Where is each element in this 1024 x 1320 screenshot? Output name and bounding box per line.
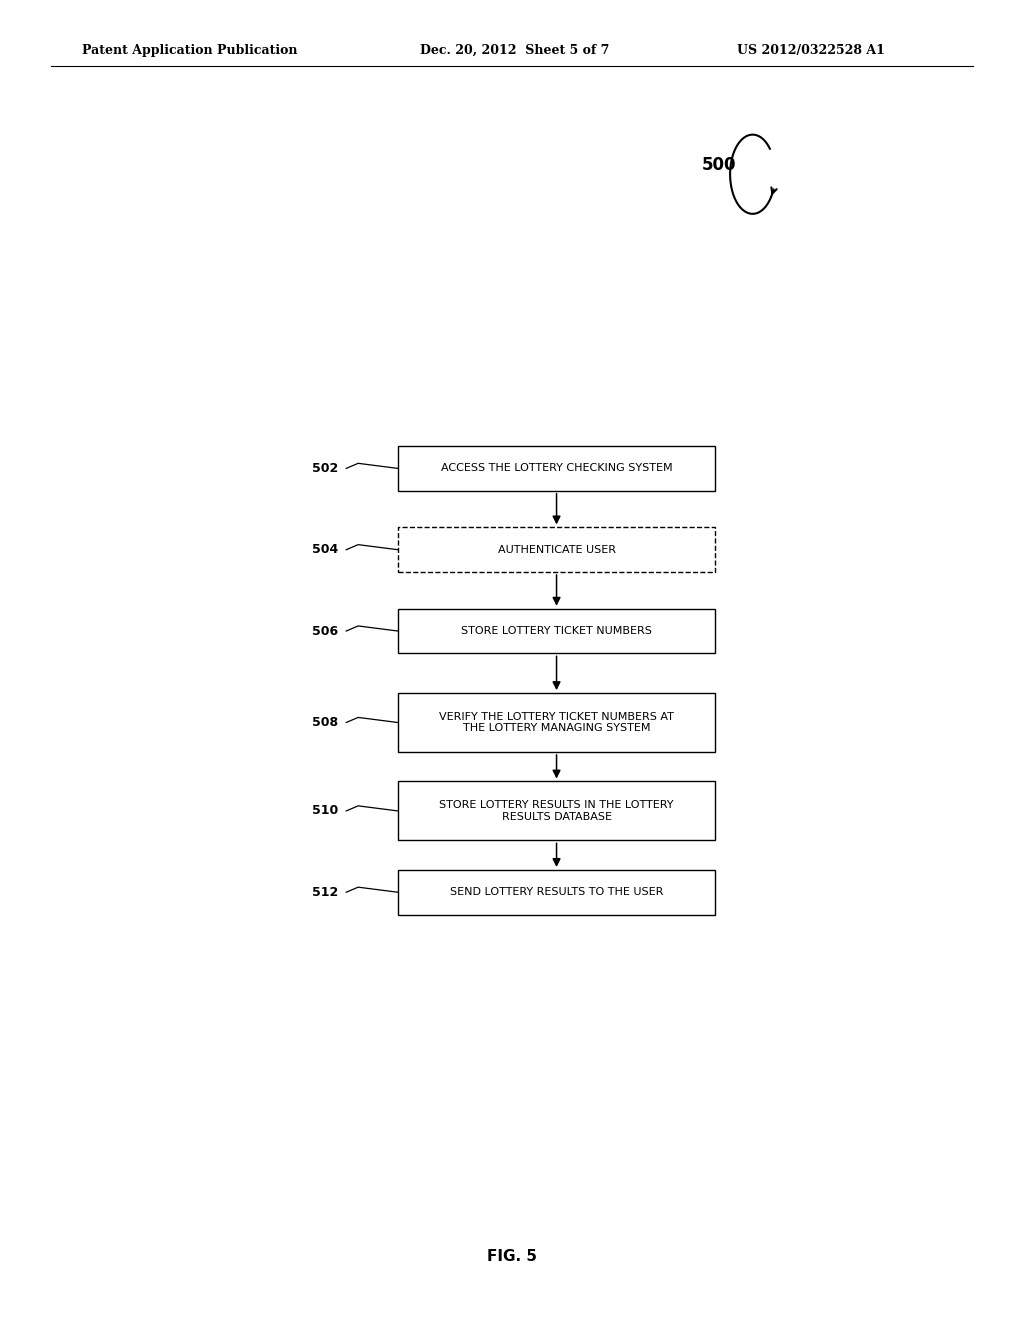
Text: FIG. 5: FIG. 5 — [487, 1249, 537, 1265]
Text: 504: 504 — [312, 544, 338, 556]
Text: VERIFY THE LOTTERY TICKET NUMBERS AT
THE LOTTERY MANAGING SYSTEM: VERIFY THE LOTTERY TICKET NUMBERS AT THE… — [439, 711, 674, 734]
Text: 510: 510 — [312, 804, 338, 817]
Text: STORE LOTTERY RESULTS IN THE LOTTERY
RESULTS DATABASE: STORE LOTTERY RESULTS IN THE LOTTERY RES… — [439, 800, 674, 822]
Text: Dec. 20, 2012  Sheet 5 of 7: Dec. 20, 2012 Sheet 5 of 7 — [420, 44, 609, 57]
FancyBboxPatch shape — [397, 781, 715, 841]
Text: 500: 500 — [701, 156, 736, 174]
Text: STORE LOTTERY TICKET NUMBERS: STORE LOTTERY TICKET NUMBERS — [461, 626, 652, 636]
Text: 512: 512 — [312, 886, 338, 899]
Text: 502: 502 — [312, 462, 338, 475]
Text: US 2012/0322528 A1: US 2012/0322528 A1 — [737, 44, 885, 57]
FancyBboxPatch shape — [397, 528, 715, 572]
Text: 508: 508 — [312, 715, 338, 729]
FancyBboxPatch shape — [397, 870, 715, 915]
FancyBboxPatch shape — [397, 693, 715, 752]
Text: SEND LOTTERY RESULTS TO THE USER: SEND LOTTERY RESULTS TO THE USER — [450, 887, 664, 898]
Text: Patent Application Publication: Patent Application Publication — [82, 44, 297, 57]
FancyBboxPatch shape — [397, 446, 715, 491]
Text: ACCESS THE LOTTERY CHECKING SYSTEM: ACCESS THE LOTTERY CHECKING SYSTEM — [440, 463, 673, 474]
FancyBboxPatch shape — [397, 609, 715, 653]
Text: 506: 506 — [312, 624, 338, 638]
Text: AUTHENTICATE USER: AUTHENTICATE USER — [498, 545, 615, 554]
